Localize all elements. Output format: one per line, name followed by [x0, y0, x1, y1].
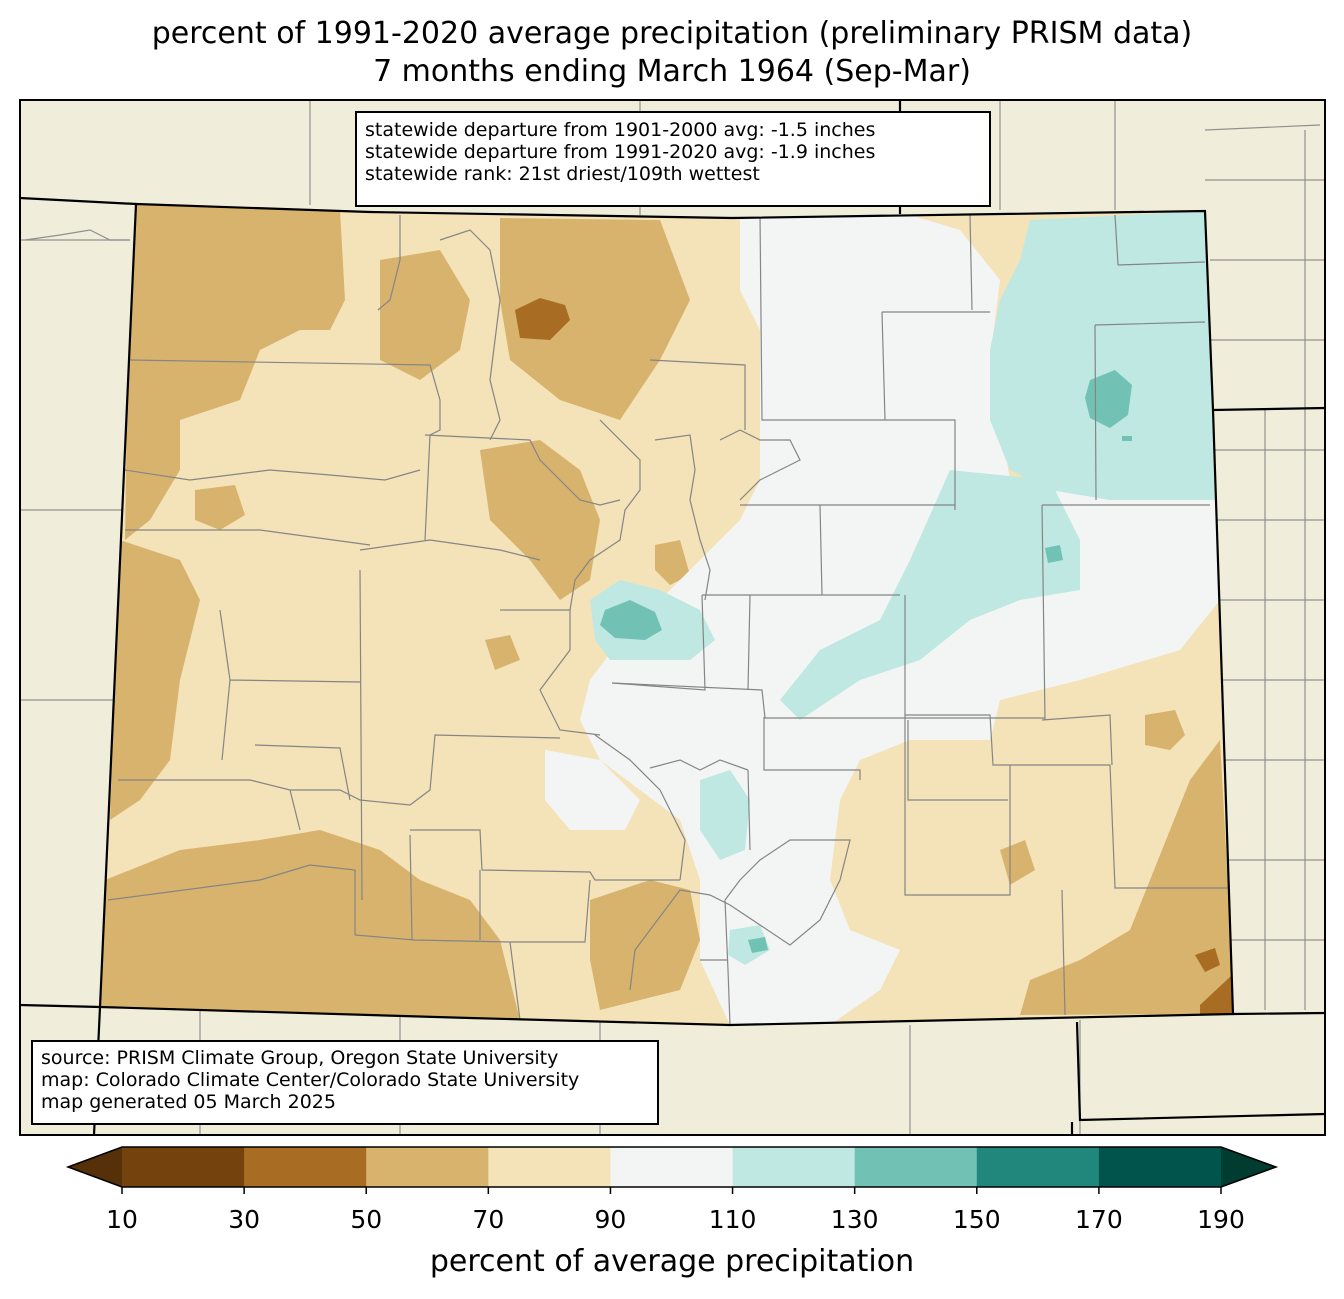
statewide-stats-box: statewide departure from 1901-2000 avg: … — [355, 111, 991, 207]
colorbar-tick-label: 130 — [830, 1205, 879, 1234]
colorbar-tick-label: 90 — [594, 1205, 627, 1234]
source-box: source: PRISM Climate Group, Oregon Stat… — [31, 1040, 659, 1125]
contour-130-150 — [1085, 370, 1132, 428]
colorbar-tick-label: 50 — [350, 1205, 383, 1234]
map-title: percent of 1991-2020 average precipitati… — [151, 16, 1193, 51]
contour-50-70 — [125, 205, 345, 540]
colorbar-tick-label: 150 — [952, 1205, 1001, 1234]
stats-line-3: statewide rank: 21st driest/109th wettes… — [365, 163, 760, 185]
contour-110-130 — [990, 211, 1215, 500]
stats-line-2: statewide departure from 1991-2020 avg: … — [365, 141, 876, 163]
source-line-1: source: PRISM Climate Group, Oregon Stat… — [41, 1047, 559, 1069]
source-line-2: map: Colorado Climate Center/Colorado St… — [41, 1069, 580, 1091]
colorbar-tick-label: 170 — [1075, 1205, 1123, 1234]
colorbar-tick-label: 190 — [1197, 1205, 1245, 1234]
source-line-3: map generated 05 March 2025 — [41, 1091, 336, 1113]
colorbar-label: percent of average precipitation — [429, 1244, 915, 1279]
map-frame — [19, 99, 1326, 1136]
map-subtitle: 7 months ending March 1964 (Sep-Mar) — [373, 54, 971, 89]
colorbar-tick-label: 110 — [708, 1205, 757, 1234]
stats-line-1: statewide departure from 1901-2000 avg: … — [365, 119, 876, 141]
colorbar-tick-label: 10 — [106, 1205, 138, 1234]
colorbar-tick-label: 30 — [228, 1205, 261, 1234]
colorbar-tick-label: 70 — [472, 1205, 505, 1234]
contour-30-50 — [515, 298, 570, 340]
